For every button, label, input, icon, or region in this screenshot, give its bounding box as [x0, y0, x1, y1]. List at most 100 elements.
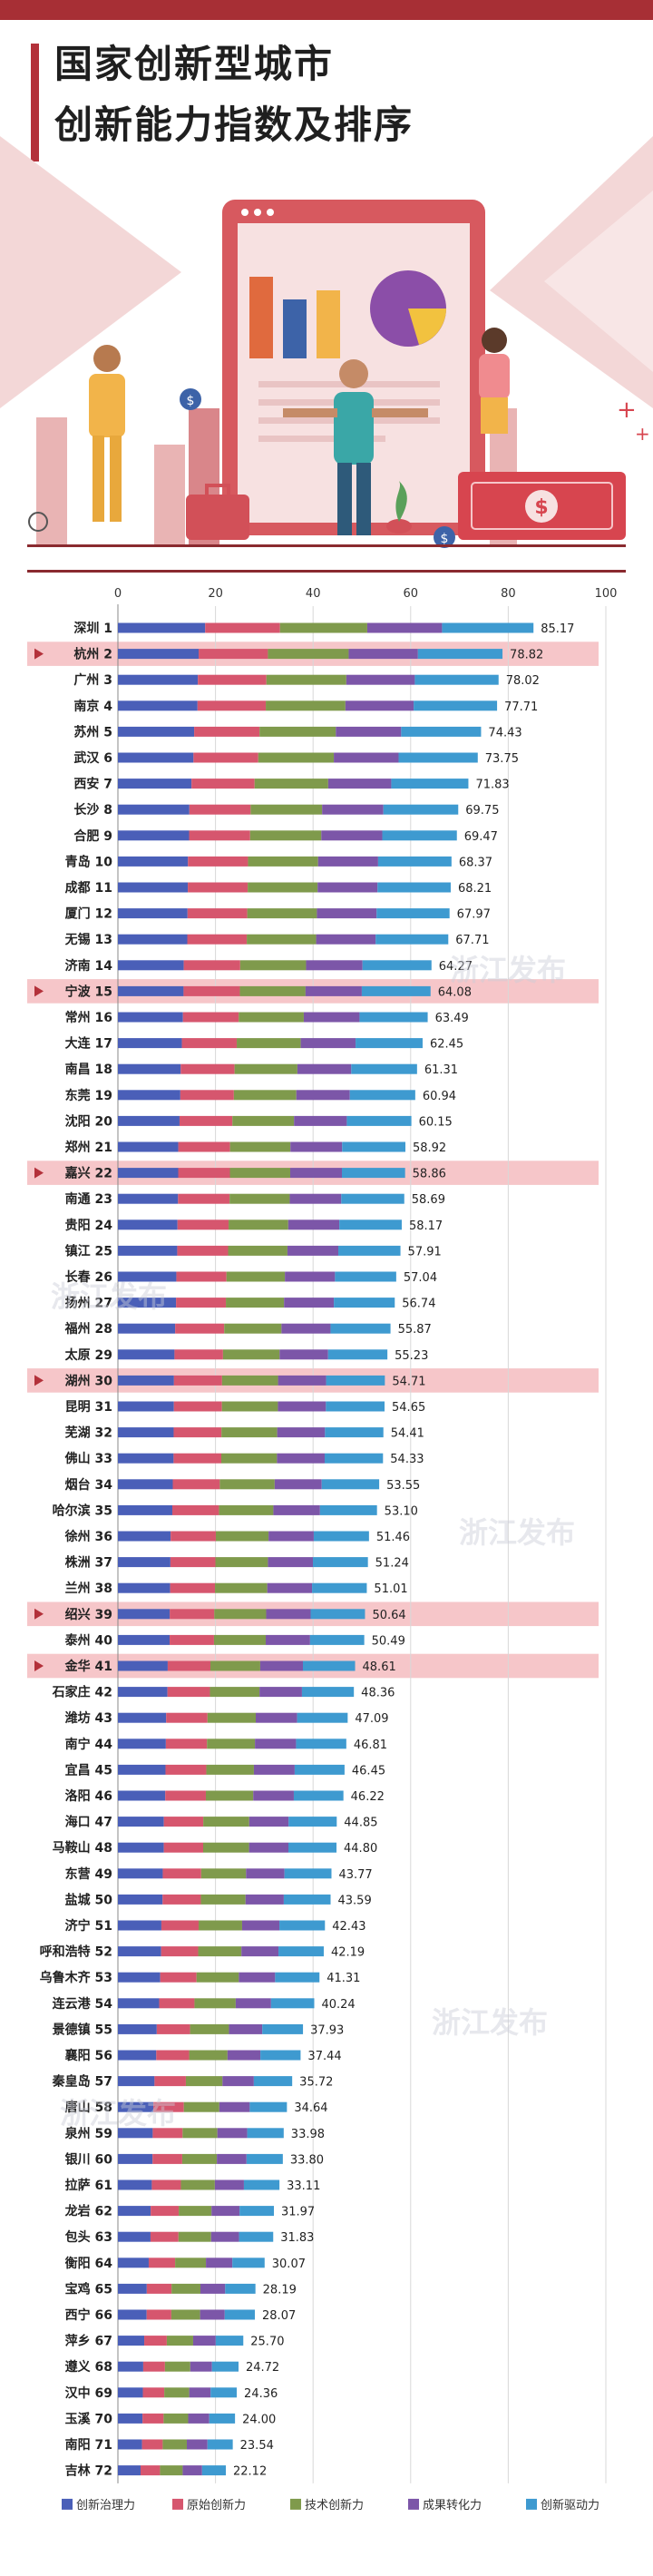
value-label: 51.01	[374, 1582, 407, 1596]
value-label: 74.43	[488, 726, 521, 739]
bar-segment-1	[118, 1038, 182, 1049]
bar-segment-1	[118, 1168, 179, 1179]
value-label: 58.17	[409, 1219, 443, 1233]
bar-segment-5	[339, 1219, 402, 1230]
page-title-line-1: 国家创新型城市	[54, 42, 335, 86]
bar-segment-3	[160, 2465, 183, 2476]
value-label: 28.19	[263, 2283, 297, 2297]
bar-segment-4	[266, 1609, 311, 1620]
bar-segment-5	[356, 1038, 423, 1049]
bar-segment-5	[346, 1115, 412, 1126]
city-label: 广州 3	[73, 672, 112, 688]
bar-segment-3	[189, 2050, 228, 2061]
bar-segment-1	[118, 1090, 180, 1101]
bar-segment-3	[213, 1634, 266, 1645]
value-label: 37.44	[307, 2050, 341, 2063]
bar-segment-4	[317, 856, 378, 867]
bar-segment-5	[302, 1660, 356, 1671]
bar-segment-4	[288, 1219, 340, 1230]
person-left-body	[89, 374, 125, 437]
value-label: 54.41	[391, 1427, 424, 1441]
bar-segment-4	[200, 2309, 225, 2320]
bar-segment-1	[118, 856, 189, 867]
value-label: 22.12	[233, 2465, 267, 2479]
svg-text:$: $	[441, 532, 449, 546]
bar-segment-5	[247, 2128, 284, 2139]
bar-segment-3	[171, 2309, 200, 2320]
value-label: 51.46	[376, 1531, 410, 1544]
bar-segment-4	[241, 1946, 279, 1957]
value-label: 37.93	[310, 2023, 344, 2037]
bar-segment-4	[245, 1894, 284, 1905]
value-label: 77.71	[504, 700, 538, 714]
bar-segment-2	[151, 2206, 180, 2217]
bar-segment-4	[322, 804, 384, 815]
city-label: 太原 29	[65, 1347, 112, 1363]
bar-segment-3	[166, 2336, 193, 2346]
value-label: 63.49	[435, 1012, 469, 1025]
bar-segment-3	[228, 1245, 288, 1256]
bar-segment-2	[170, 1582, 216, 1593]
city-label: 嘉兴 22	[64, 1166, 112, 1181]
bar-segment-3	[268, 649, 349, 660]
bar-segment-5	[391, 779, 469, 789]
bar-segment-2	[173, 1401, 222, 1412]
bar-segment-4	[336, 726, 402, 737]
bar-segment-1	[118, 1427, 174, 1438]
bar-segment-4	[279, 1349, 328, 1360]
bar-segment-5	[215, 2336, 244, 2346]
svg-text:$: $	[187, 394, 195, 408]
bar-segment-5	[338, 1245, 401, 1256]
bar-segment-5	[349, 1090, 415, 1101]
city-label: 玉溪 70	[65, 2411, 113, 2426]
bar-segment-3	[207, 1739, 256, 1749]
bar-segment-3	[182, 2128, 218, 2139]
bar-segment-4	[217, 2128, 248, 2139]
bar-segment-4	[214, 2179, 244, 2190]
bar-segment-4	[274, 1479, 322, 1490]
city-label: 南昌 18	[65, 1062, 112, 1077]
city-label: 汉中 69	[65, 2385, 112, 2401]
bar-segment-4	[281, 1323, 331, 1334]
bar-segment-2	[160, 1972, 197, 1983]
legend-label: 原始创新力	[187, 2498, 246, 2512]
bar-segment-3	[219, 1479, 275, 1490]
value-label: 31.97	[281, 2206, 315, 2219]
bar-segment-3	[183, 2101, 219, 2112]
x-tick-label: 100	[595, 587, 618, 601]
bar-segment-5	[293, 1790, 344, 1801]
city-label: 西宁 66	[65, 2307, 112, 2323]
city-label: 拉萨 61	[65, 2178, 112, 2193]
bar-segment-2	[175, 1323, 225, 1334]
city-label: 镇江 25	[65, 1243, 112, 1259]
bar-segment-2	[163, 1842, 203, 1853]
city-label: 厦门 12	[65, 906, 112, 922]
bar-segment-1	[118, 1842, 164, 1853]
city-label: 泰州 40	[64, 1632, 113, 1648]
bar-segment-5	[442, 622, 534, 633]
bar-segment-5	[201, 2465, 227, 2476]
bar-segment-3	[210, 1660, 260, 1671]
bar-segment-1	[118, 830, 190, 841]
person-right-head	[482, 328, 507, 353]
value-label: 55.23	[395, 1349, 428, 1363]
bar-segment-1	[118, 649, 200, 660]
city-label: 乌鲁木齐 53	[40, 1970, 112, 1985]
bar-segment-4	[253, 1790, 294, 1801]
bar-segment-5	[239, 2206, 274, 2217]
bar-segment-5	[283, 1894, 331, 1905]
bar-segment-1	[118, 2336, 145, 2346]
bar-segment-3	[248, 882, 318, 893]
bar-segment-1	[118, 2206, 151, 2217]
bar-segment-5	[342, 1168, 405, 1179]
value-label: 43.59	[338, 1894, 372, 1907]
watermark-text: 浙江发布	[459, 1515, 575, 1550]
bar-segment-5	[313, 1531, 369, 1542]
city-label: 泉州 59	[65, 2126, 112, 2141]
legend-label: 成果转化力	[423, 2499, 482, 2512]
value-label: 78.82	[510, 649, 543, 662]
bar-segment-1	[118, 1712, 167, 1723]
bar-segment-2	[165, 1790, 206, 1801]
bar-segment-1	[118, 1609, 171, 1620]
bar-segment-3	[247, 908, 317, 919]
